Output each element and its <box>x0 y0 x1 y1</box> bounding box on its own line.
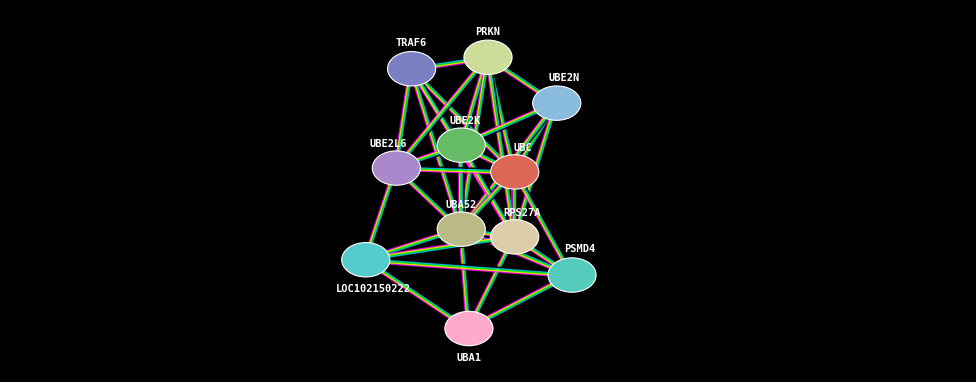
Text: UBC: UBC <box>513 143 532 153</box>
Ellipse shape <box>464 40 512 74</box>
Ellipse shape <box>548 258 596 292</box>
Text: PRKN: PRKN <box>475 27 501 37</box>
Text: LOC102150222: LOC102150222 <box>336 284 411 294</box>
Text: UBA52: UBA52 <box>446 200 477 210</box>
Text: UBE2L6: UBE2L6 <box>370 139 407 149</box>
Ellipse shape <box>387 52 435 86</box>
Ellipse shape <box>372 151 421 185</box>
Ellipse shape <box>491 155 539 189</box>
Ellipse shape <box>445 311 493 346</box>
Ellipse shape <box>437 128 485 162</box>
Text: TRAF6: TRAF6 <box>396 38 427 48</box>
Text: UBE2K: UBE2K <box>450 116 481 126</box>
Ellipse shape <box>491 220 539 254</box>
Text: RPS27A: RPS27A <box>504 208 541 218</box>
Ellipse shape <box>437 212 485 246</box>
Text: PSMD4: PSMD4 <box>564 244 595 254</box>
Ellipse shape <box>342 243 389 277</box>
Text: UBA1: UBA1 <box>457 353 481 363</box>
Text: UBE2N: UBE2N <box>549 73 580 83</box>
Ellipse shape <box>533 86 581 120</box>
